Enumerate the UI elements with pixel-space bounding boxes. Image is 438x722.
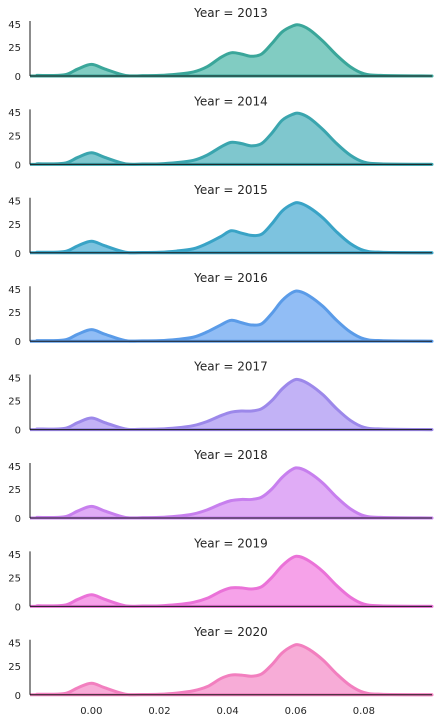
density-area bbox=[37, 113, 432, 164]
density-area bbox=[37, 379, 432, 429]
x-tick-label: 0.08 bbox=[353, 706, 375, 717]
y-tick-label: 0 bbox=[15, 160, 21, 171]
y-tick-label: 0 bbox=[15, 602, 21, 613]
y-tick-label: 25 bbox=[8, 573, 21, 584]
panel-title: Year = 2017 bbox=[193, 360, 268, 374]
panel-title: Year = 2013 bbox=[193, 6, 268, 20]
y-tick-label: 45 bbox=[8, 197, 21, 208]
panel-title: Year = 2016 bbox=[193, 271, 268, 285]
density-area bbox=[37, 556, 432, 606]
panel-title: Year = 2015 bbox=[193, 183, 268, 197]
x-tick-label: 0.06 bbox=[285, 706, 307, 717]
panel-title: Year = 2014 bbox=[193, 94, 268, 108]
x-tick-label: 0.00 bbox=[80, 706, 102, 717]
density-area bbox=[37, 203, 432, 253]
density-area bbox=[37, 645, 432, 695]
y-tick-label: 0 bbox=[15, 514, 21, 525]
density-area bbox=[37, 25, 432, 76]
y-tick-label: 25 bbox=[8, 308, 21, 319]
x-tick-label: 0.02 bbox=[148, 706, 170, 717]
y-tick-label: 25 bbox=[8, 43, 21, 54]
x-tick-label: 0.04 bbox=[216, 706, 238, 717]
panel-title: Year = 2018 bbox=[193, 448, 268, 462]
y-tick-label: 25 bbox=[8, 662, 21, 673]
density-area bbox=[37, 291, 432, 341]
y-tick-label: 45 bbox=[8, 108, 21, 119]
y-tick-label: 45 bbox=[8, 20, 21, 31]
panel-title: Year = 2020 bbox=[193, 625, 268, 639]
y-tick-label: 45 bbox=[8, 550, 21, 561]
y-tick-label: 25 bbox=[8, 220, 21, 231]
y-tick-label: 25 bbox=[8, 397, 21, 408]
y-tick-label: 45 bbox=[8, 373, 21, 384]
panel-title: Year = 2019 bbox=[193, 536, 268, 550]
y-tick-label: 45 bbox=[8, 639, 21, 650]
y-tick-label: 0 bbox=[15, 426, 21, 437]
y-tick-label: 0 bbox=[15, 337, 21, 348]
y-tick-label: 25 bbox=[8, 485, 21, 496]
y-tick-label: 0 bbox=[15, 249, 21, 260]
y-tick-label: 45 bbox=[8, 285, 21, 296]
y-tick-label: 0 bbox=[15, 72, 21, 83]
density-area bbox=[37, 468, 432, 518]
y-tick-label: 45 bbox=[8, 462, 21, 473]
y-tick-label: 0 bbox=[15, 691, 21, 702]
y-tick-label: 25 bbox=[8, 131, 21, 142]
